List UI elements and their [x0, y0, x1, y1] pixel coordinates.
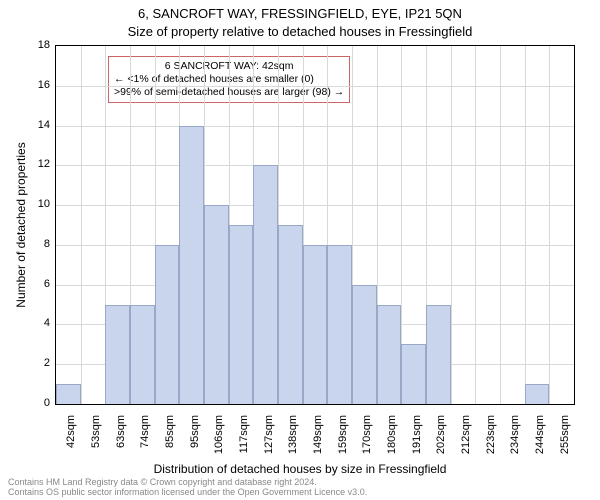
histogram-bar: [229, 225, 254, 404]
histogram-bar: [352, 285, 377, 404]
y-tick-label: 8: [10, 238, 50, 250]
histogram-bar: [426, 305, 451, 404]
histogram-bar: [253, 165, 278, 404]
histogram-bar: [105, 305, 130, 404]
x-axis-label: Distribution of detached houses by size …: [0, 462, 600, 476]
gridline-vertical: [451, 46, 452, 404]
x-tick-label: 95sqm: [189, 415, 201, 463]
x-tick-label: 212sqm: [460, 415, 472, 463]
histogram-bar: [204, 205, 229, 404]
x-tick-label: 180sqm: [386, 415, 398, 463]
y-tick-label: 14: [10, 119, 50, 131]
x-tick-label: 106sqm: [213, 415, 225, 463]
x-tick-label: 244sqm: [534, 415, 546, 463]
gridline-vertical: [525, 46, 526, 404]
y-tick-label: 6: [10, 278, 50, 290]
plot-area: 6 SANCROFT WAY: 42sqm ← <1% of detached …: [55, 45, 575, 405]
chart-title-sub: Size of property relative to detached ho…: [0, 24, 600, 39]
gridline-horizontal: [56, 126, 574, 127]
histogram-bar: [130, 305, 155, 404]
y-tick-label: 16: [10, 79, 50, 91]
x-tick-label: 63sqm: [115, 415, 127, 463]
x-tick-label: 255sqm: [559, 415, 571, 463]
x-tick-label: 53sqm: [90, 415, 102, 463]
chart-title-main: 6, SANCROFT WAY, FRESSINGFIELD, EYE, IP2…: [0, 6, 600, 21]
histogram-bar: [155, 245, 180, 404]
x-tick-label: 223sqm: [485, 415, 497, 463]
gridline-horizontal: [56, 165, 574, 166]
x-tick-label: 127sqm: [263, 415, 275, 463]
gridline-vertical: [475, 46, 476, 404]
histogram-bar: [56, 384, 81, 404]
gridline-vertical: [549, 46, 550, 404]
y-tick-label: 12: [10, 158, 50, 170]
gridline-vertical: [500, 46, 501, 404]
x-tick-label: 170sqm: [361, 415, 373, 463]
y-tick-label: 18: [10, 39, 50, 51]
chart-container: 6, SANCROFT WAY, FRESSINGFIELD, EYE, IP2…: [0, 0, 600, 500]
x-tick-label: 138sqm: [287, 415, 299, 463]
x-tick-label: 202sqm: [435, 415, 447, 463]
histogram-bar: [179, 126, 204, 404]
x-tick-label: 74sqm: [139, 415, 151, 463]
x-tick-label: 234sqm: [509, 415, 521, 463]
x-tick-label: 191sqm: [411, 415, 423, 463]
footer-line2: Contains OS public sector information li…: [8, 488, 367, 498]
x-tick-label: 85sqm: [164, 415, 176, 463]
histogram-bar: [303, 245, 328, 404]
histogram-bar: [401, 344, 426, 404]
x-tick-label: 149sqm: [312, 415, 324, 463]
y-tick-label: 2: [10, 357, 50, 369]
histogram-bar: [278, 225, 303, 404]
histogram-bar: [525, 384, 550, 404]
histogram-bar: [327, 245, 352, 404]
y-tick-label: 10: [10, 198, 50, 210]
footer-attribution: Contains HM Land Registry data © Crown c…: [8, 478, 367, 498]
x-tick-label: 117sqm: [238, 415, 250, 463]
gridline-horizontal: [56, 86, 574, 87]
y-tick-label: 4: [10, 317, 50, 329]
gridline-horizontal: [56, 205, 574, 206]
histogram-bar: [377, 305, 402, 404]
x-tick-label: 42sqm: [65, 415, 77, 463]
gridline-vertical: [81, 46, 82, 404]
x-tick-label: 159sqm: [337, 415, 349, 463]
y-tick-label: 0: [10, 397, 50, 409]
